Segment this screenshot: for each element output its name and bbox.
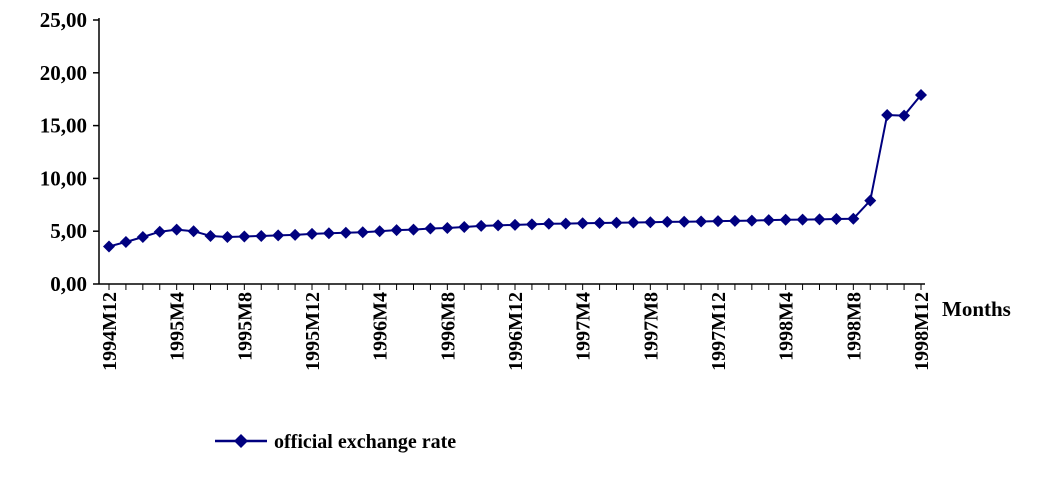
data-point-marker	[847, 212, 860, 225]
y-tick-label: 20,00	[40, 61, 87, 85]
data-point-marker	[745, 214, 758, 227]
y-tick-label: 25,00	[40, 8, 87, 32]
data-point-marker	[492, 219, 505, 232]
data-point-marker	[712, 215, 724, 228]
data-point-marker	[610, 216, 623, 229]
data-point-marker	[559, 217, 572, 230]
x-tick-label: 1998M8	[843, 292, 865, 361]
data-point-marker	[525, 218, 538, 231]
data-point-marker	[356, 226, 369, 239]
data-point-marker	[915, 88, 927, 101]
x-axis-title: Months	[942, 297, 1011, 321]
y-tick-label: 15,00	[40, 114, 87, 138]
data-point-marker	[424, 222, 437, 235]
data-point-marker	[830, 213, 843, 226]
data-point-marker	[221, 231, 234, 244]
data-point-marker	[390, 224, 403, 237]
data-point-marker	[119, 235, 132, 248]
data-point-marker	[813, 213, 826, 226]
data-point-marker	[898, 109, 911, 122]
data-point-marker	[576, 217, 589, 230]
data-point-marker	[678, 215, 691, 228]
data-point-marker	[728, 214, 741, 227]
x-tick-label: 1995M4	[167, 292, 189, 361]
legend-diamond-marker	[234, 434, 248, 448]
data-point-marker	[593, 216, 606, 229]
data-point-marker	[661, 215, 674, 228]
x-tick-label: 1998M12	[911, 292, 933, 371]
y-tick-label: 5,00	[50, 219, 87, 243]
data-point-marker	[238, 230, 251, 243]
x-tick-label: 1994M12	[99, 292, 121, 371]
x-tick-label: 1996M8	[437, 292, 459, 361]
x-tick-label: 1996M4	[370, 292, 392, 361]
series-official-exchange-rate	[103, 88, 927, 253]
data-point-marker	[153, 225, 166, 238]
data-point-marker	[170, 223, 183, 236]
data-point-marker	[864, 194, 877, 207]
data-point-marker	[272, 229, 285, 242]
y-axis-ticks: 0,00 5,00 10,00 15,00 20,00 25,00	[40, 8, 99, 296]
data-point-marker	[136, 231, 149, 244]
data-point-marker	[475, 219, 488, 232]
data-point-marker	[627, 216, 640, 229]
data-point-marker	[509, 218, 521, 231]
x-tick-label: 1997M4	[573, 292, 595, 361]
data-point-marker	[441, 222, 454, 235]
x-tick-label: 1995M12	[302, 292, 324, 371]
data-point-marker	[695, 215, 708, 228]
data-point-marker	[103, 240, 115, 253]
data-point-marker	[796, 213, 809, 226]
data-point-marker	[644, 216, 657, 229]
x-tick-label: 1997M8	[640, 292, 662, 361]
data-point-marker	[204, 229, 217, 242]
data-point-marker	[779, 213, 792, 226]
data-point-marker	[407, 223, 420, 236]
x-tick-label: 1998M4	[776, 292, 798, 361]
y-tick-label: 10,00	[40, 166, 87, 190]
data-point-marker	[458, 220, 471, 233]
data-point-marker	[255, 229, 268, 242]
data-point-marker	[322, 227, 335, 240]
data-point-marker	[542, 217, 555, 230]
data-point-marker	[339, 226, 352, 239]
x-tick-label: 1997M12	[708, 292, 730, 371]
x-tick-label: 1995M8	[234, 292, 256, 361]
data-point-marker	[289, 228, 302, 241]
legend-label: official exchange rate	[274, 431, 456, 453]
data-point-marker	[881, 109, 894, 122]
legend: official exchange rate	[215, 431, 456, 453]
data-point-marker	[762, 214, 775, 227]
x-tick-label: 1996M12	[505, 292, 527, 371]
y-tick-label: 0,00	[50, 272, 87, 296]
data-point-marker	[306, 227, 318, 240]
x-axis-ticks: 1994M12 1995M4 1995M8 1995M12 1996M4 1996M8 19…	[99, 284, 933, 371]
data-point-marker	[373, 225, 386, 238]
data-point-marker	[187, 225, 200, 238]
